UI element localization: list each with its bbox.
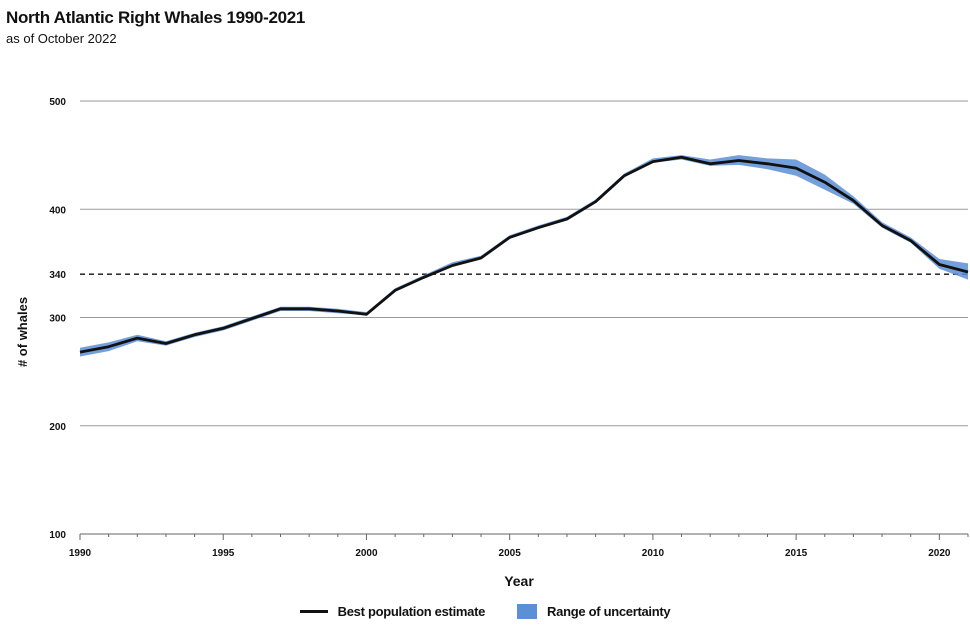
x-tick-label: 2015	[785, 548, 808, 559]
x-tick-label: 1995	[212, 548, 235, 559]
x-tick-label: 2000	[355, 548, 378, 559]
band-swatch-icon	[517, 604, 538, 619]
x-tick-label: 2010	[642, 548, 665, 559]
y-tick-label: 200	[49, 422, 66, 433]
legend: Best population estimate Range of uncert…	[0, 604, 970, 619]
x-tick-label: 1990	[69, 548, 92, 559]
legend-item-estimate: Best population estimate	[299, 604, 486, 619]
y-axis-label: # of whales	[15, 297, 30, 367]
x-tick-label: 2020	[928, 548, 951, 559]
estimate-line	[79, 155, 969, 354]
uncertainty-band	[80, 155, 968, 357]
gridlines	[80, 100, 968, 427]
y-tick-label: 340	[49, 270, 66, 281]
x-axis-label: Year	[504, 573, 534, 589]
x-tick-label: 2005	[499, 548, 522, 559]
legend-label-estimate: Best population estimate	[337, 604, 486, 619]
y-tick-label: 100	[49, 530, 66, 541]
best-estimate-line	[79, 155, 969, 354]
y-tick-label: 300	[49, 314, 66, 325]
y-tick-label: 500	[49, 97, 66, 108]
line-swatch-icon	[299, 610, 328, 613]
legend-label-uncertainty: Range of uncertainty	[547, 604, 671, 619]
chart-title: North Atlantic Right Whales 1990-2021	[6, 8, 306, 27]
axes: 100 200 300 340 400 500 1990 1995 2000 2005 2010 20…	[49, 97, 969, 559]
chart-subtitle: as of October 2022	[6, 31, 117, 46]
uncertainty-area	[80, 155, 968, 357]
legend-item-uncertainty: Range of uncertainty	[517, 604, 671, 619]
y-tick-label: 400	[49, 205, 66, 216]
